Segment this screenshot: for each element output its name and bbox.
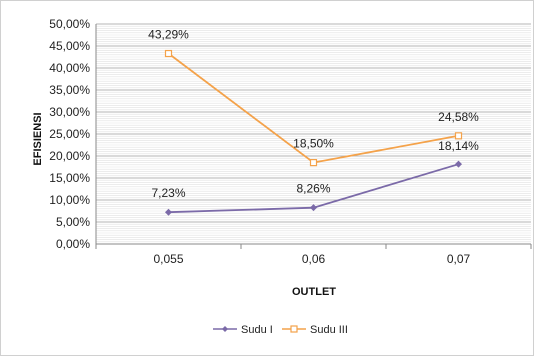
data-label: 8,26%	[296, 182, 330, 196]
legend-label-sudu-iii: Sudu III	[310, 324, 348, 336]
data-point	[454, 132, 463, 140]
data-label: 7,23%	[151, 186, 185, 200]
legend-item-sudu-iii: Sudu III	[282, 324, 348, 336]
x-axis-title: OUTLET	[292, 286, 336, 298]
x-tick-labels: 0,055 0,06 0,07	[153, 252, 470, 266]
y-tick-label: 0,00%	[56, 237, 90, 251]
data-point	[309, 159, 318, 167]
y-axis-title: EFISIENSI	[32, 112, 44, 165]
axes	[95, 24, 532, 249]
y-tick-label: 20,00%	[49, 149, 90, 163]
legend-item-sudu-i: Sudu I	[213, 324, 273, 336]
x-tick-label: 0,07	[447, 252, 471, 266]
y-tick-label: 15,00%	[49, 171, 90, 185]
data-label: 24,58%	[438, 110, 479, 124]
y-tick-label: 35,00%	[49, 83, 90, 97]
y-tick-labels: 0,00% 5,00% 10,00% 15,00% 20,00% 25,00% 30,00%…	[49, 17, 90, 251]
series	[164, 49, 463, 216]
data-label: 43,29%	[148, 28, 189, 42]
y-tick-label: 45,00%	[49, 39, 90, 53]
data-point	[455, 160, 462, 168]
data-point	[310, 204, 317, 212]
y-tick-label: 30,00%	[49, 105, 90, 119]
y-tick-label: 10,00%	[49, 193, 90, 207]
data-point	[164, 49, 173, 58]
y-tick-label: 40,00%	[49, 61, 90, 75]
legend: Sudu I Sudu III	[213, 324, 348, 336]
data-labels: 7,23% 8,26% 18,14% 43,29% 18,50% 24,58%	[148, 28, 479, 201]
y-tick-label: 5,00%	[56, 215, 90, 229]
data-label: 18,50%	[293, 137, 334, 151]
y-tick-label: 50,00%	[49, 17, 90, 31]
y-tick-label: 25,00%	[49, 127, 90, 141]
data-point	[165, 208, 172, 216]
legend-marker-sudu-iii	[290, 325, 298, 333]
data-label: 18,14%	[438, 139, 479, 153]
legend-label-sudu-i: Sudu I	[241, 324, 273, 336]
x-tick-label: 0,055	[153, 252, 183, 266]
legend-marker-sudu-i	[222, 326, 228, 332]
x-tick-label: 0,06	[302, 252, 326, 266]
